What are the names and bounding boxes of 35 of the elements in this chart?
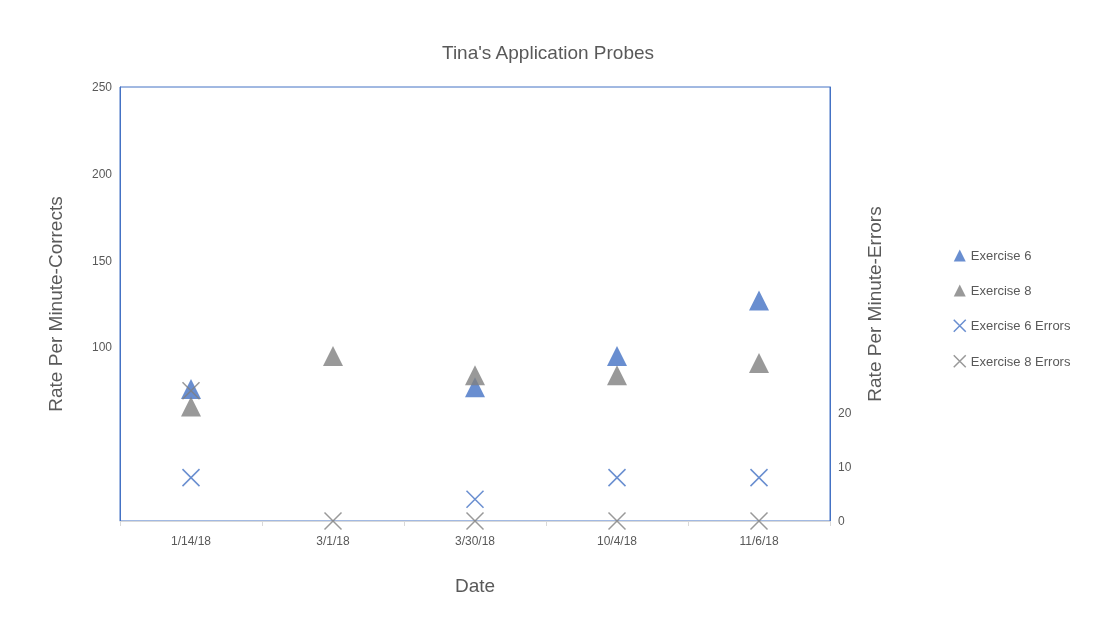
- point: [607, 346, 627, 367]
- point: [749, 353, 769, 374]
- x-tick-label: 3/1/18: [316, 534, 350, 548]
- x-tick-label: 11/6/18: [739, 534, 779, 548]
- point: [181, 468, 201, 487]
- legend-label: Exercise 8: [970, 283, 1032, 298]
- legend-label: Exercise 6: [970, 248, 1032, 263]
- y-tick-label: 200: [91, 166, 113, 181]
- point: [607, 511, 627, 531]
- legend-label: Exercise 6 Errors: [970, 318, 1071, 334]
- point: [607, 365, 627, 386]
- point: [749, 290, 769, 311]
- x-tick-label: 10/4/18: [596, 534, 638, 548]
- y-tick-label: 150: [91, 253, 113, 268]
- y-tick-label: 250: [91, 80, 113, 94]
- point: [749, 511, 769, 531]
- chart-title: Tina's Application Probes: [441, 42, 655, 63]
- point: [323, 346, 343, 367]
- y2-tick-label: 20: [838, 405, 852, 420]
- point: [323, 511, 343, 531]
- point: [465, 490, 485, 509]
- y2-tick-label: 10: [838, 459, 852, 474]
- point: [749, 468, 769, 487]
- y2-tick-label: 0: [838, 514, 845, 528]
- point: [607, 468, 627, 487]
- point: [465, 365, 485, 386]
- legend-label: Exercise 8 Errors: [970, 353, 1071, 369]
- y-tick-label: 100: [91, 340, 113, 355]
- point: [181, 396, 201, 417]
- x-tick-label: 3/30/18: [454, 534, 496, 548]
- y-axis-title: Rate Per Minute-Corrects: [45, 196, 66, 412]
- y2-axis-title: Rate Per Minute-Errors: [864, 206, 885, 402]
- point: [465, 511, 485, 531]
- x-tick-label: 1/14/18: [170, 534, 212, 548]
- x-axis-title: Date: [454, 575, 496, 596]
